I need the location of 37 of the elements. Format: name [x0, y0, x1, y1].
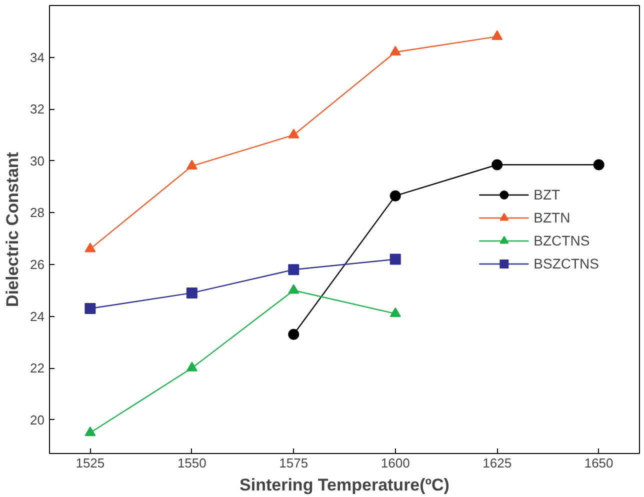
point [593, 159, 604, 170]
x-axis-title: Sintering Temperature(ºC) [240, 476, 450, 494]
point [390, 190, 401, 202]
y-axis-title: Dielectric Constant [3, 152, 22, 307]
legend-label: BZT [534, 186, 560, 202]
point [186, 362, 198, 372]
point [492, 159, 503, 170]
point [390, 46, 401, 56]
point [390, 254, 401, 265]
y-tick-label: 32 [30, 102, 45, 117]
point [84, 242, 96, 252]
point [186, 287, 198, 298]
point [288, 128, 300, 138]
x-tick-label: 1575 [279, 456, 308, 470]
x-tick-label: 1650 [584, 456, 614, 470]
y-tick-label: 30 [30, 153, 45, 168]
legend-label: BZCTNS [534, 232, 590, 248]
y-tick-label: 20 [30, 412, 45, 428]
x-tick-label: 1600 [380, 456, 410, 470]
x-tick-label: 1550 [177, 456, 206, 470]
point [186, 160, 198, 170]
y-tick-label: 22 [30, 360, 45, 376]
y-tick-label: 24 [30, 308, 45, 324]
point [84, 426, 96, 436]
legend-label: BSZCTNS [534, 256, 599, 272]
x-tick-label: 1525 [76, 456, 105, 470]
x-tick-label: 1625 [482, 456, 512, 470]
y-tick-label: 28 [30, 205, 45, 220]
y-tick-label: 26 [30, 256, 45, 272]
point [288, 264, 300, 276]
point [288, 284, 300, 294]
point [390, 307, 401, 318]
legend-label: BZTN [534, 210, 570, 226]
point [492, 30, 503, 40]
y-tick-label: 34 [30, 50, 45, 65]
point [84, 302, 96, 314]
point [288, 328, 300, 340]
